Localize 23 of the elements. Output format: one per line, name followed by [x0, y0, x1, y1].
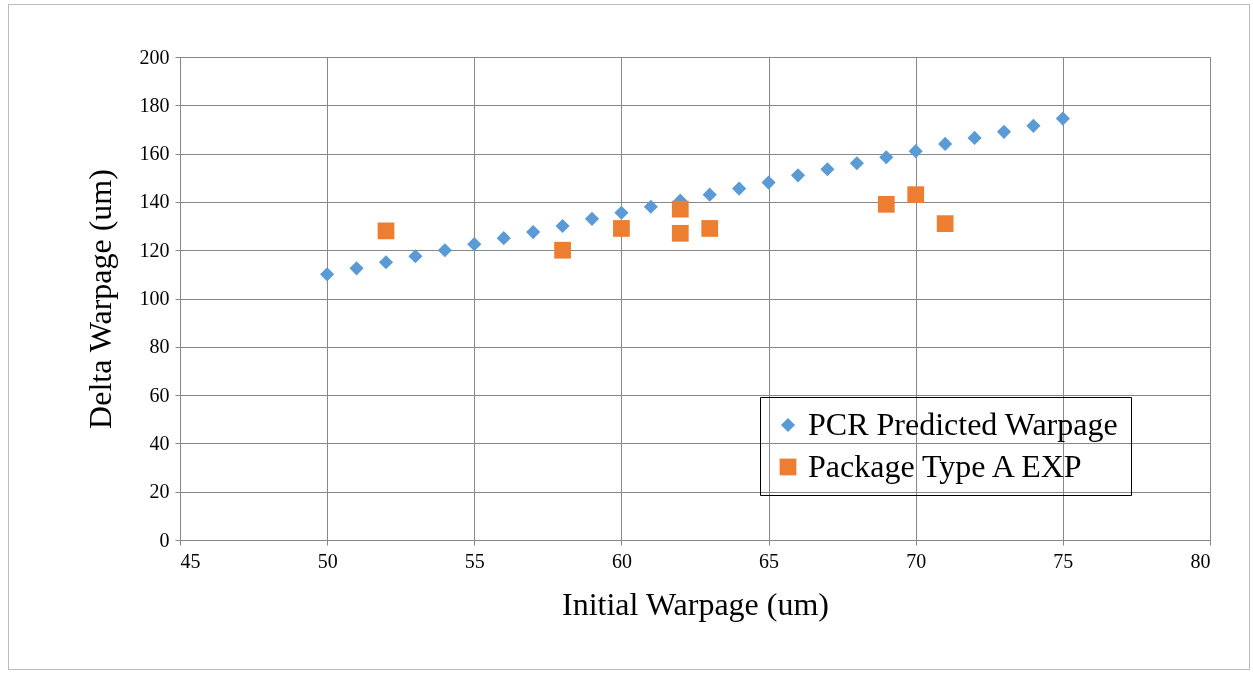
- y-tick-label: 0: [159, 528, 170, 551]
- legend-label: Package Type A EXP: [808, 448, 1082, 484]
- y-tick-label: 180: [139, 93, 170, 116]
- y-tick-label: 200: [139, 45, 170, 68]
- y-tick-label: 40: [149, 431, 170, 454]
- x-tick-label: 65: [759, 549, 780, 572]
- y-tick-label: 80: [149, 335, 170, 358]
- x-tick-label: 60: [611, 549, 632, 572]
- y-tick-label: 60: [149, 383, 170, 406]
- x-tick-label: 80: [1190, 549, 1211, 572]
- y-tick-label: 160: [139, 142, 170, 165]
- y-tick-label: 120: [139, 238, 170, 261]
- x-axis-title: Initial Warpage (um): [562, 585, 829, 622]
- x-tick-label: 55: [464, 549, 485, 572]
- y-tick-label: 20: [149, 480, 170, 503]
- y-tick-label: 100: [139, 287, 170, 309]
- y-axis-title: Delta Warpage (um): [81, 169, 118, 429]
- x-tick-label: 50: [317, 549, 338, 572]
- x-tick-label: 45: [180, 549, 201, 572]
- x-tick-label: 70: [906, 549, 927, 572]
- legend-label: PCR Predicted Warpage: [808, 406, 1118, 442]
- y-tick-label: 140: [139, 190, 170, 213]
- x-tick-label: 75: [1053, 549, 1074, 572]
